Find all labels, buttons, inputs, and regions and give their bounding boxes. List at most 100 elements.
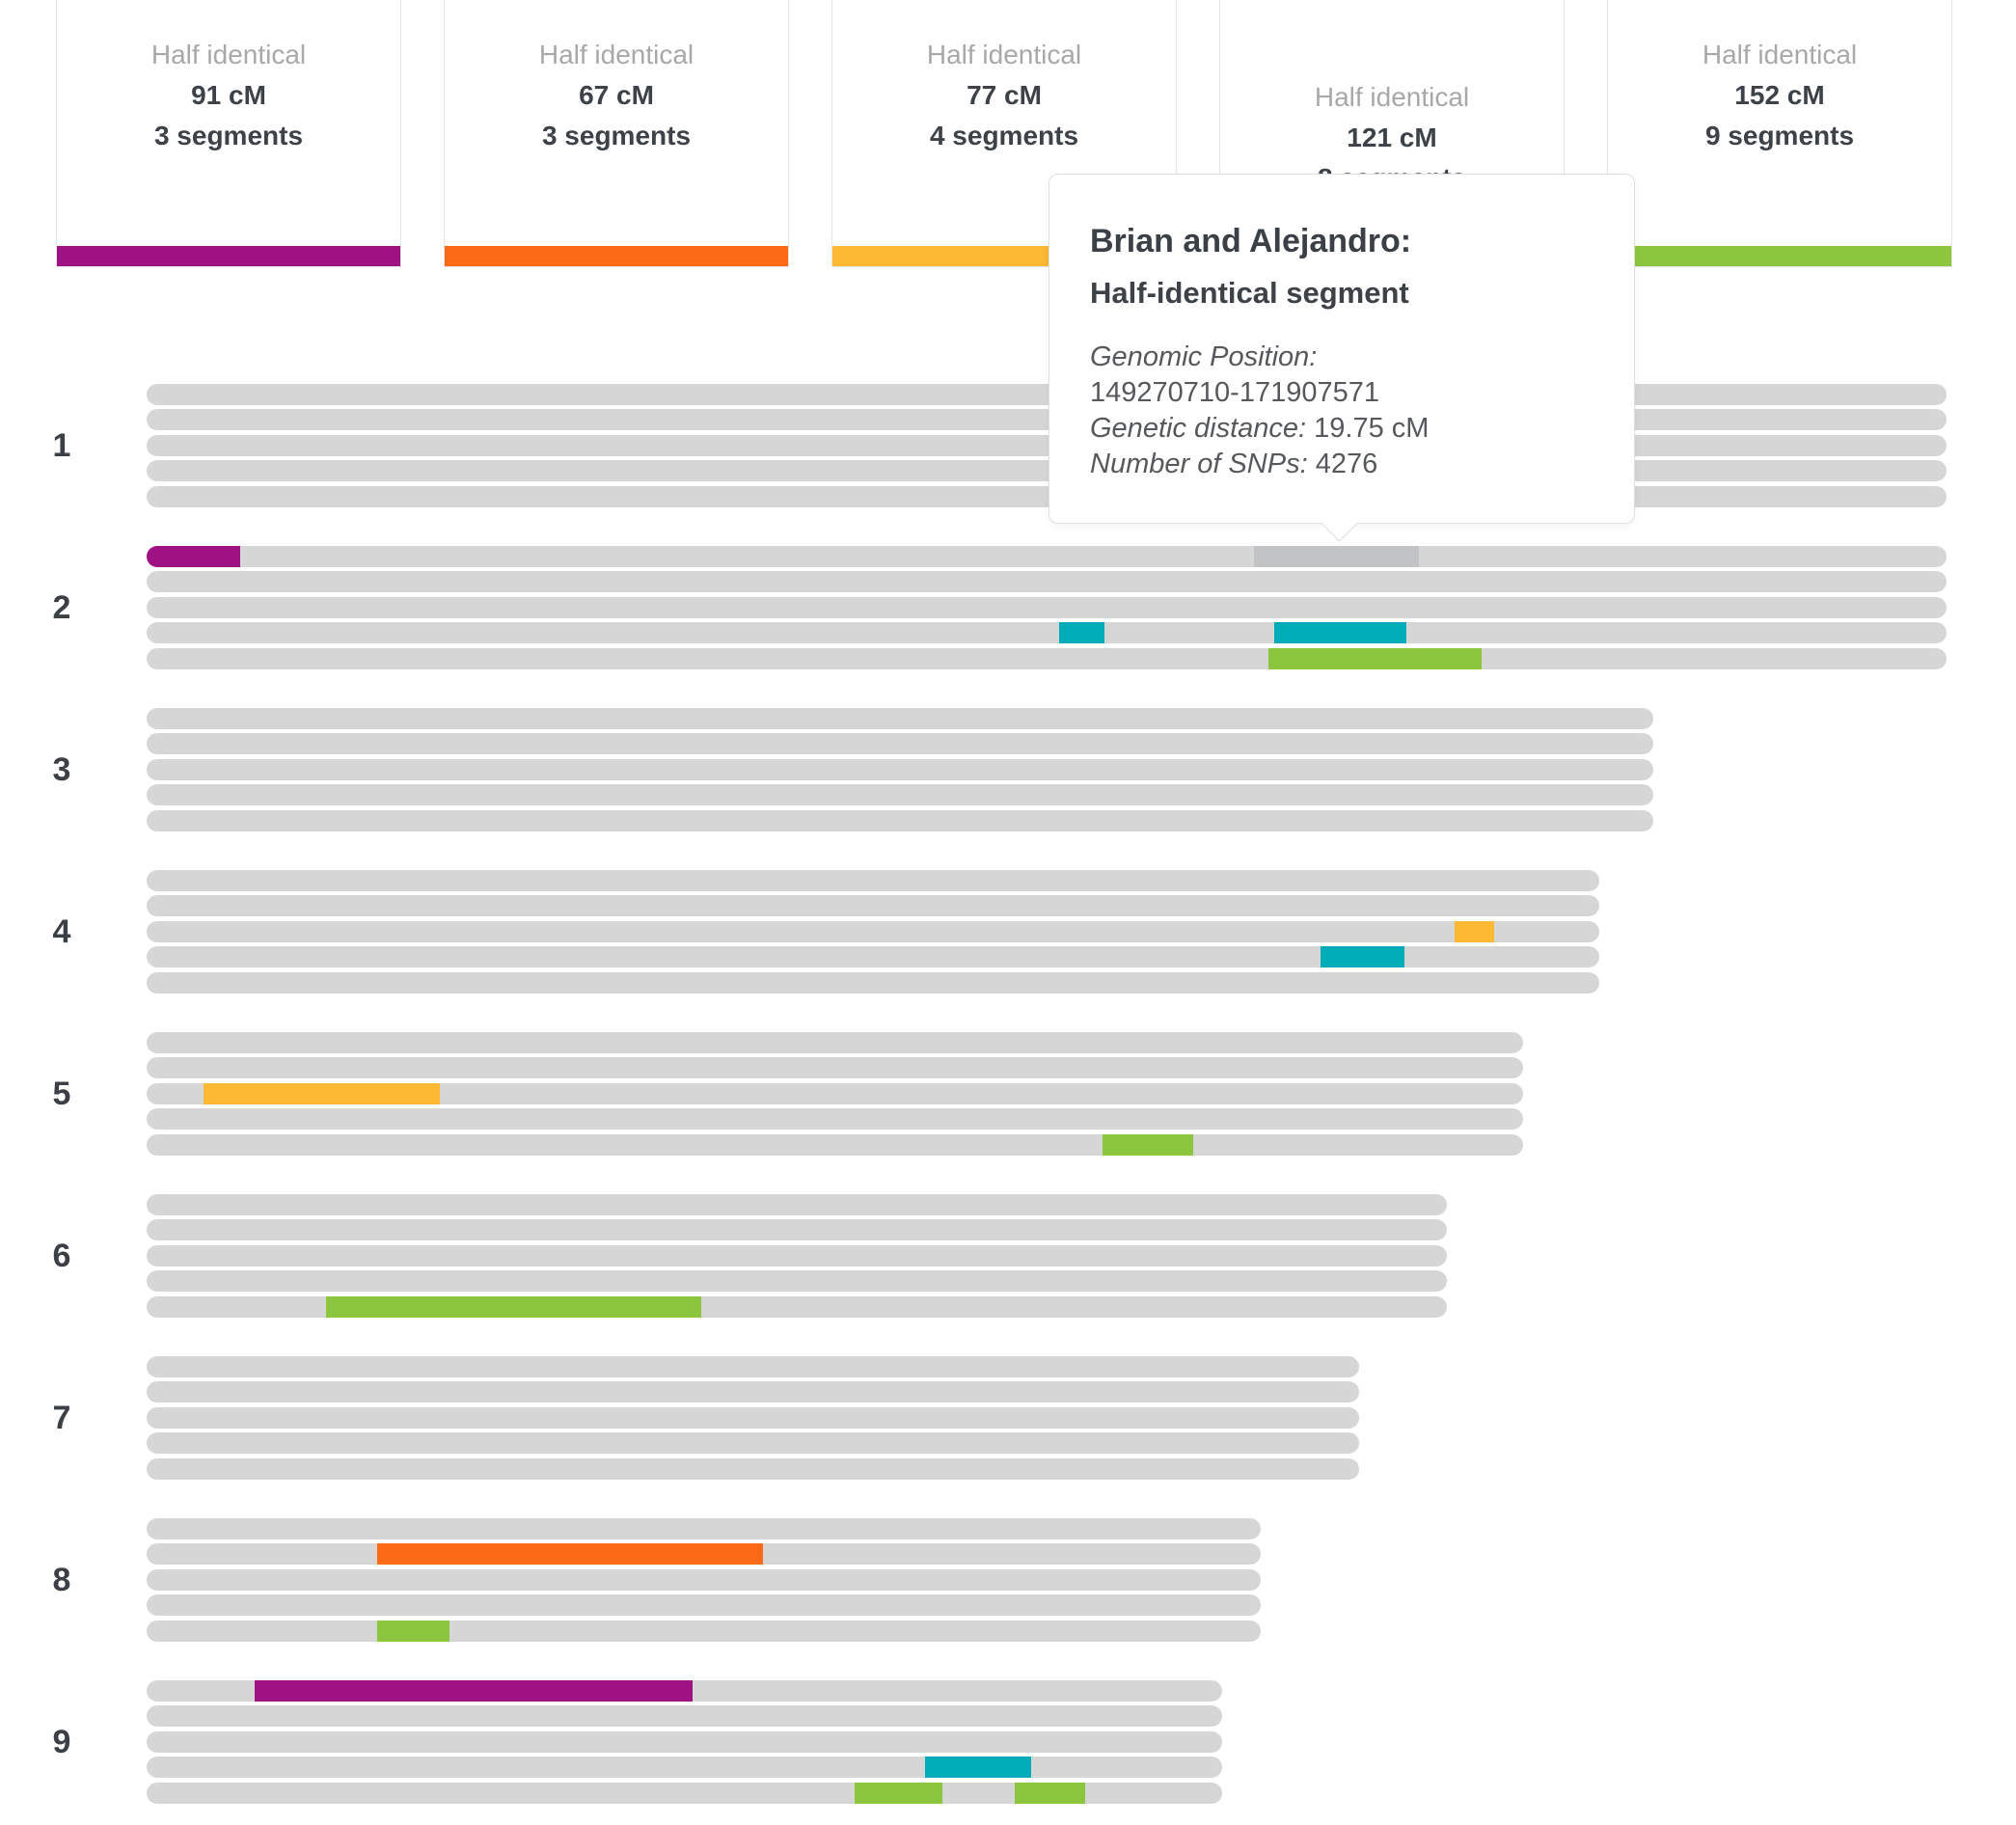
match-segment[interactable]: [377, 1620, 450, 1642]
chromosome-bar: [147, 920, 1599, 942]
chromosome-label: 5: [52, 1075, 71, 1112]
chromosome-bar: [147, 409, 1947, 431]
card-total-cm: 121 cM: [1347, 123, 1437, 152]
chromosome-bar: [147, 571, 1947, 593]
match-segment[interactable]: [1268, 647, 1482, 669]
match-segment[interactable]: [855, 1782, 942, 1804]
match-segment[interactable]: [147, 546, 240, 567]
chromosome-label: 8: [52, 1561, 71, 1598]
match-summary-card[interactable]: Half identical 91 cM 3 segments: [56, 0, 401, 267]
chromosome-bar: [147, 384, 1947, 405]
chromosome-bar: [147, 1270, 1447, 1293]
chromosome-bar: [147, 1381, 1359, 1403]
chromosome-bar: [147, 1032, 1523, 1053]
match-summary-cards: Half identical 91 cM 3 segments Half identi…: [56, 0, 1952, 267]
genomic-position-value: 149270710-171907571: [1090, 377, 1379, 408]
match-segment[interactable]: [255, 1680, 693, 1702]
chromosome-bar: [147, 1108, 1523, 1130]
chromosome-row-group: 7: [0, 1356, 2016, 1480]
chromosome-bar: [147, 1730, 1222, 1753]
chromosome-bar: [147, 1782, 1222, 1804]
chromosome-bar: [147, 434, 1947, 456]
chromosome-row-group: 3: [0, 708, 2016, 831]
card-match-type: Half identical: [926, 40, 1082, 69]
card-match-type: Half identical: [1314, 82, 1470, 112]
chromosome-bar: [147, 1568, 1261, 1591]
chromosome-bar: [147, 1432, 1359, 1455]
chromosome-row-group: 4: [0, 870, 2016, 994]
chromosome-row-group: 9: [0, 1680, 2016, 1804]
chromosome-bar: [147, 733, 1653, 755]
chromosome-bar: [147, 809, 1653, 831]
chromosome-bar: [147, 1244, 1447, 1267]
chromosome-bar: [147, 1133, 1523, 1156]
tooltip-details: Genomic Position: 149270710-171907571 Ge…: [1090, 340, 1594, 482]
chromosome-label: 4: [52, 912, 71, 950]
card-total-cm: 77 cM: [967, 80, 1042, 110]
tooltip-subtitle: Half-identical segment: [1090, 276, 1409, 310]
chromosome-bar: [147, 647, 1947, 669]
chromosome-bar: [147, 1757, 1222, 1779]
genomic-position-label: Genomic Position:: [1090, 341, 1318, 372]
chromosome-bar: [147, 1680, 1222, 1702]
chromosome-bar: [147, 1518, 1261, 1539]
chromosome-label: 7: [52, 1399, 71, 1436]
match-segment[interactable]: [1059, 622, 1104, 644]
chromosome-bar: [147, 946, 1599, 968]
chromosome-row-group: 8: [0, 1518, 2016, 1642]
chromosome-bar: [147, 596, 1947, 618]
match-summary-card[interactable]: Half identical 67 cM 3 segments: [444, 0, 789, 267]
chromosome-bar: [147, 1705, 1222, 1728]
chromosome-label: 2: [52, 588, 71, 626]
chromosome-bar: [147, 622, 1947, 644]
chromosome-row-group: 1: [0, 384, 2016, 507]
chromosome-bar: [147, 758, 1653, 780]
hovered-segment[interactable]: [1254, 546, 1419, 567]
chromosome-bar: [147, 1620, 1261, 1642]
genetic-distance-line: Genetic distance: 19.75 cM: [1090, 413, 1430, 444]
chromosome-label: 3: [52, 750, 71, 788]
chromosome-bar: [147, 485, 1947, 507]
chromosome-row-group: 6: [0, 1194, 2016, 1318]
chromosome-bar: [147, 1543, 1261, 1566]
chromosome-bar: [147, 1082, 1523, 1104]
chromosome-label: 6: [52, 1237, 71, 1274]
match-segment[interactable]: [1455, 920, 1494, 942]
match-segment[interactable]: [1103, 1133, 1193, 1156]
match-segment[interactable]: [1321, 946, 1404, 968]
card-match-type: Half identical: [538, 40, 695, 69]
chromosome-bar: [147, 971, 1599, 994]
chromosome-bar: [147, 870, 1599, 891]
card-color-strip: [445, 246, 788, 266]
tooltip-title: Brian and Alejandro:: [1090, 223, 1412, 259]
chromosome-bar: [147, 895, 1599, 917]
match-segment[interactable]: [326, 1295, 701, 1318]
chromosome-label: 1: [52, 426, 71, 464]
card-color-strip: [1608, 246, 1951, 266]
match-summary-card[interactable]: Half identical 152 cM 9 segments: [1607, 0, 1952, 267]
chromosome-bar: [147, 1194, 1447, 1215]
match-segment[interactable]: [204, 1082, 440, 1104]
chromosome-bar: [147, 546, 1947, 567]
card-segment-count: 9 segments: [1704, 121, 1855, 150]
chromosome-bar: [147, 784, 1653, 806]
match-segment[interactable]: [1274, 622, 1406, 644]
card-segment-count: 3 segments: [541, 121, 692, 150]
card-color-strip: [57, 246, 400, 266]
chromosome-row-group: 5: [0, 1032, 2016, 1156]
chromosome-bar: [147, 1457, 1359, 1480]
chromosome-label: 9: [52, 1723, 71, 1760]
chromosome-bar: [147, 460, 1947, 482]
match-segment[interactable]: [377, 1543, 763, 1566]
chromosome-bar: [147, 1057, 1523, 1079]
chromosome-bar: [147, 1295, 1447, 1318]
chromosome-bar: [147, 1356, 1359, 1377]
card-total-cm: 91 cM: [191, 80, 266, 110]
match-segment[interactable]: [1015, 1782, 1085, 1804]
segment-tooltip: Brian and Alejandro: Half-identical segm…: [1049, 174, 1635, 542]
snp-count-line: Number of SNPs: 4276: [1090, 449, 1378, 479]
tooltip-pointer-icon: [1321, 504, 1358, 542]
card-match-type: Half identical: [1702, 40, 1858, 69]
match-segment[interactable]: [925, 1757, 1031, 1779]
